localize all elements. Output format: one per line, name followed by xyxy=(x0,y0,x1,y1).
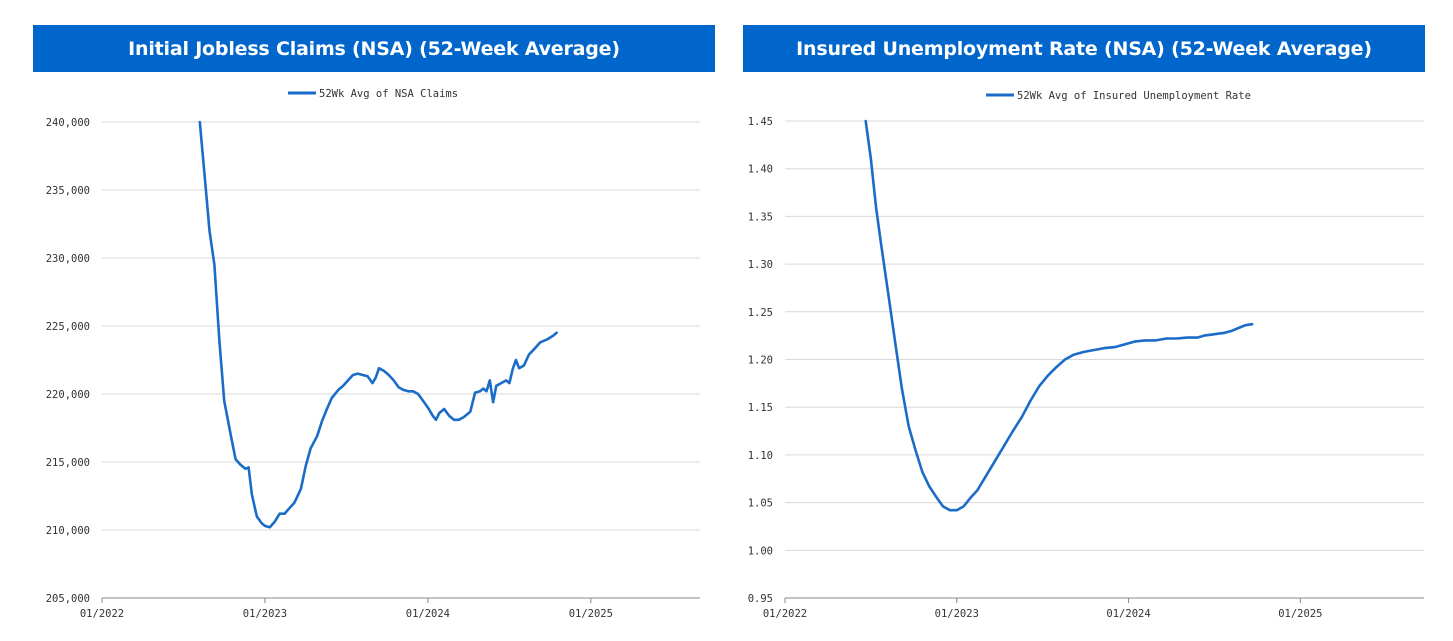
chart-title: Initial Jobless Claims (NSA) (52-Week Av… xyxy=(128,37,620,60)
y-tick-label: 1.20 xyxy=(748,355,773,367)
x-tick-label: 01/2022 xyxy=(80,608,124,620)
y-tick-label: 1.00 xyxy=(748,545,773,557)
x-tick-label: 01/2022 xyxy=(763,608,807,620)
insured-unemployment-panel: Insured Unemployment Rate (NSA) (52-Week… xyxy=(726,0,1453,641)
insured-unemployment-chart: 0.95 1.00 1.05 1.10 1.15 1.20 1.25 1.30 1.35 1.40… xyxy=(748,90,1424,620)
legend-item: 52Wk Avg of NSA Claims xyxy=(288,88,458,100)
y-tick-label: 1.10 xyxy=(748,450,773,462)
x-tick-label: 01/2023 xyxy=(243,608,287,620)
y-tick-label: 1.05 xyxy=(748,498,773,510)
y-tick-label: 230,000 xyxy=(46,253,90,265)
y-tick-label: 210,000 xyxy=(46,525,90,537)
legend-label: 52Wk Avg of NSA Claims xyxy=(319,88,458,100)
y-tick-label: 1.25 xyxy=(748,307,773,319)
chart-title: Insured Unemployment Rate (NSA) (52-Week… xyxy=(796,37,1372,60)
y-tick-label: 220,000 xyxy=(46,389,90,401)
y-tick-label: 1.15 xyxy=(748,402,773,414)
x-tick-label: 01/2024 xyxy=(406,608,450,620)
y-tick-label: 205,000 xyxy=(46,593,90,605)
chart-title-banner: Insured Unemployment Rate (NSA) (52-Week… xyxy=(743,25,1425,72)
y-tick-label: 215,000 xyxy=(46,457,90,469)
x-tick-label: 01/2024 xyxy=(1106,608,1150,620)
jobless-claims-panel: Initial Jobless Claims (NSA) (52-Week Av… xyxy=(0,0,726,641)
x-tick-label: 01/2025 xyxy=(1278,608,1322,620)
y-tick-label: 1.30 xyxy=(748,259,773,271)
y-tick-label: 1.40 xyxy=(748,164,773,176)
y-tick-label: 0.95 xyxy=(748,593,773,605)
series-line xyxy=(864,119,1254,512)
chart-title-banner: Initial Jobless Claims (NSA) (52-Week Av… xyxy=(33,25,715,72)
y-tick-label: 240,000 xyxy=(46,117,90,129)
x-tick-label: 01/2023 xyxy=(935,608,979,620)
x-tick-label: 01/2025 xyxy=(569,608,613,620)
y-tick-label: 1.35 xyxy=(748,211,773,223)
legend-item: 52Wk Avg of Insured Unemployment Rate xyxy=(986,90,1251,102)
jobless-claims-chart: 205,000 210,000 215,000 220,000 225,000 230,0… xyxy=(46,88,700,620)
y-tick-label: 1.45 xyxy=(748,116,773,128)
y-tick-label: 235,000 xyxy=(46,185,90,197)
y-tick-label: 225,000 xyxy=(46,321,90,333)
legend-label: 52Wk Avg of Insured Unemployment Rate xyxy=(1017,90,1251,102)
series-line xyxy=(198,120,558,529)
